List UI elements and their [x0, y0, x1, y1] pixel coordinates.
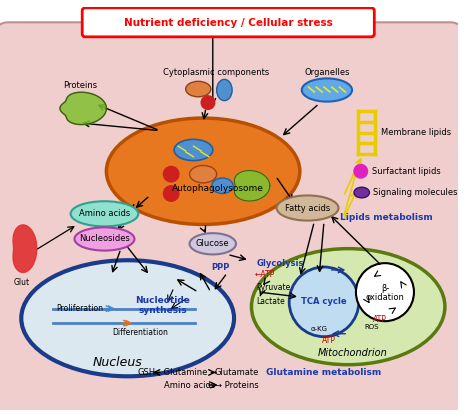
FancyBboxPatch shape: [0, 23, 462, 415]
Text: Pyruvate: Pyruvate: [256, 283, 291, 292]
Ellipse shape: [302, 78, 352, 102]
Ellipse shape: [277, 196, 338, 221]
Text: Lipids metabolism: Lipids metabolism: [340, 213, 433, 222]
Text: Glycolysis: Glycolysis: [256, 259, 304, 268]
Text: Nucleotide: Nucleotide: [135, 296, 190, 305]
Ellipse shape: [71, 201, 138, 226]
Polygon shape: [60, 92, 106, 125]
Text: ← Glutamine →: ← Glutamine →: [154, 368, 217, 377]
Circle shape: [289, 267, 359, 337]
Polygon shape: [234, 171, 270, 201]
Text: Signaling molecules: Signaling molecules: [374, 188, 458, 197]
Ellipse shape: [190, 166, 217, 183]
Ellipse shape: [217, 79, 232, 100]
Text: Fatty acids: Fatty acids: [285, 203, 330, 213]
Text: β-: β-: [381, 284, 389, 293]
Text: Glut: Glut: [13, 278, 29, 287]
Ellipse shape: [252, 249, 445, 365]
Text: → Proteins: → Proteins: [215, 380, 259, 389]
Ellipse shape: [212, 178, 233, 193]
Text: Lactate: Lactate: [256, 297, 285, 306]
Text: Glutamine metabolism: Glutamine metabolism: [266, 368, 382, 377]
Circle shape: [354, 164, 367, 178]
Text: oxidation: oxidation: [365, 294, 404, 302]
Ellipse shape: [186, 81, 211, 97]
Text: GSH: GSH: [138, 368, 156, 377]
Circle shape: [356, 263, 414, 321]
Text: Amino acids: Amino acids: [164, 380, 215, 389]
Text: Membrane lipids: Membrane lipids: [381, 128, 451, 137]
Ellipse shape: [354, 187, 369, 198]
Circle shape: [201, 96, 215, 109]
Text: Amino acids: Amino acids: [79, 209, 130, 219]
Text: Glutamate: Glutamate: [215, 368, 259, 377]
Text: ←ATP: ←ATP: [255, 270, 274, 279]
Text: Surfactant lipids: Surfactant lipids: [373, 167, 441, 176]
Ellipse shape: [21, 260, 234, 376]
Text: PPP: PPP: [211, 264, 229, 272]
Ellipse shape: [106, 118, 300, 224]
Text: Nutrient deficiency / Cellular stress: Nutrient deficiency / Cellular stress: [124, 18, 333, 28]
Text: Differentiation: Differentiation: [112, 328, 168, 337]
Text: ATP: ATP: [373, 315, 387, 324]
Text: Proliferation: Proliferation: [56, 304, 103, 313]
Text: α-KG: α-KG: [310, 326, 328, 332]
Text: Autophagolysosome: Autophagolysosome: [172, 184, 264, 193]
Ellipse shape: [190, 233, 236, 254]
Text: Mitochondrion: Mitochondrion: [318, 348, 388, 358]
Text: ROS: ROS: [364, 324, 379, 330]
Ellipse shape: [174, 139, 213, 161]
FancyBboxPatch shape: [82, 8, 374, 37]
Text: synthesis: synthesis: [138, 306, 187, 315]
Text: Nucleus: Nucleus: [93, 356, 143, 369]
Circle shape: [164, 166, 179, 182]
Text: Organelles: Organelles: [304, 68, 350, 77]
Text: ATP: ATP: [322, 336, 336, 345]
Text: Proteins: Proteins: [63, 80, 97, 90]
Text: Nucleosides: Nucleosides: [79, 234, 130, 244]
Text: TCA cycle: TCA cycle: [301, 297, 347, 306]
Text: Glucose: Glucose: [196, 239, 229, 248]
Text: Cytoplasmic components: Cytoplasmic components: [163, 68, 269, 77]
Circle shape: [164, 186, 179, 201]
Polygon shape: [13, 225, 37, 272]
Ellipse shape: [74, 227, 135, 251]
